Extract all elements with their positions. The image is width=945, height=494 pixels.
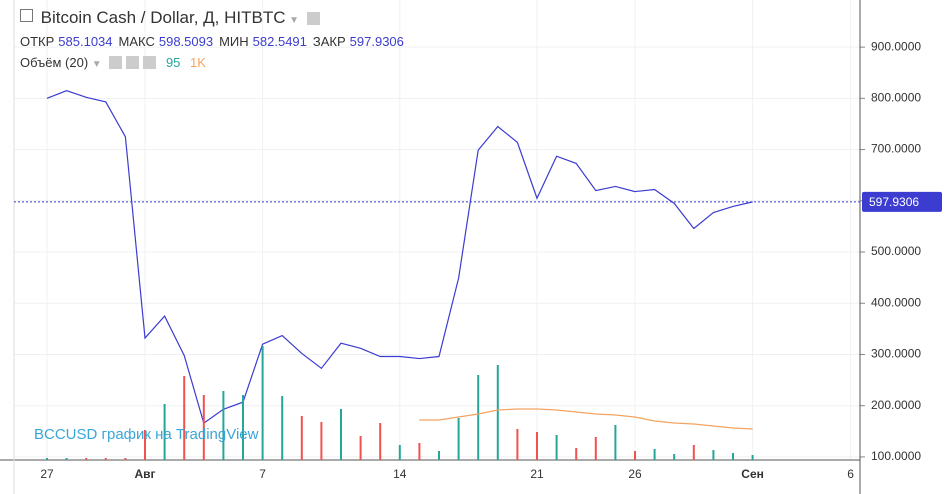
volume-bar (536, 432, 538, 460)
volume-bar (477, 375, 480, 460)
volume-bar (261, 346, 264, 460)
volume-bar (516, 429, 519, 460)
ohlc-value: 582.5491 (252, 34, 307, 49)
volume-bar (555, 435, 558, 460)
x-tick-label: 7 (259, 467, 266, 481)
volume-bar (320, 422, 323, 460)
volume-bar (242, 395, 244, 460)
settings-icon[interactable] (126, 56, 140, 69)
y-tick-label: 100.0000 (871, 449, 921, 463)
dropdown[interactable]: ▼ (91, 59, 102, 70)
ohlc-label: ОТКР (20, 34, 55, 49)
volume-bar (183, 376, 186, 460)
volume-bar (222, 391, 225, 460)
series-line (419, 408, 753, 430)
volume-bar (496, 365, 499, 460)
ohlc-label: ЗАКР (312, 34, 346, 49)
volume-bar (594, 437, 597, 460)
volume-bar (163, 404, 166, 460)
volume-ma-value: 1K (190, 55, 206, 70)
volume-bar (653, 449, 656, 460)
y-tick-label: 300.0000 (871, 347, 921, 361)
volume-bar (398, 445, 401, 460)
series-line (46, 90, 753, 425)
volume-bar (104, 458, 107, 460)
volume-bar (144, 430, 146, 460)
volume-bar (575, 448, 578, 460)
volume-label: Объём (20) (20, 55, 89, 70)
last-price-label: 597.9306 (869, 195, 919, 209)
volume-bar (712, 450, 715, 460)
y-tick-label: 500.0000 (871, 244, 921, 258)
x-tick-label: 26 (628, 467, 642, 481)
x-tick-label: 21 (530, 467, 544, 481)
volume-bar (281, 396, 284, 460)
legend: Bitcoin Cash / Dollar, Д, HITBTC ▼ ОТКР 5… (20, 8, 410, 70)
volume-bar (85, 458, 88, 460)
ohlc-row: ОТКР 585.1034 МАКС 598.5093 МИН 582.5491 ЗАКР 5… (20, 34, 410, 49)
dropdown[interactable]: ▼ (289, 15, 300, 26)
y-tick-label: 400.0000 (871, 295, 921, 309)
ohlc-label: МИН (219, 34, 249, 49)
ohlc-label: МАКС (118, 34, 155, 49)
y-tick-label: 700.0000 (871, 142, 921, 156)
last-price-box (862, 191, 942, 212)
volume-bar (673, 454, 676, 460)
x-tick-label: 14 (393, 467, 407, 481)
volume-bar (359, 436, 362, 460)
collapse-box[interactable] (20, 9, 33, 22)
y-tick-label: 200.0000 (871, 398, 921, 412)
volume-row: Объём (20) ▼ 95 1K (20, 55, 410, 70)
volume-bar (340, 409, 342, 460)
volume-bar (457, 418, 460, 460)
eye-icon[interactable] (306, 12, 320, 25)
volume-bar (751, 455, 754, 460)
volume-bar (732, 453, 734, 460)
x-tick-label: 27 (40, 467, 54, 481)
ohlc-value: 597.9306 (349, 34, 404, 49)
volume-value: 95 (165, 55, 181, 70)
volume-bar (634, 451, 636, 460)
y-tick-label: 800.0000 (871, 91, 921, 105)
volume-bar (300, 416, 303, 460)
watermark-link[interactable]: BCCUSD график на TradingView (34, 426, 259, 443)
volume-bar (614, 425, 617, 460)
volume-bar (46, 458, 48, 460)
x-tick-label: Авг (134, 467, 155, 481)
eye-icon[interactable] (109, 56, 123, 69)
volume-bar (65, 458, 68, 460)
title-row: Bitcoin Cash / Dollar, Д, HITBTC ▼ (20, 8, 410, 28)
volume-bar (438, 451, 440, 460)
x-tick-label: 6 (847, 467, 854, 481)
x-tick-label: Сен (741, 467, 764, 481)
chart-title: Bitcoin Cash / Dollar, Д, HITBTC (40, 8, 286, 27)
volume-bar (692, 445, 695, 460)
close-icon[interactable] (143, 56, 157, 69)
volume-bar (418, 443, 421, 460)
volume-bar (124, 458, 127, 460)
volume-bar (379, 423, 382, 460)
y-tick-label: 900.0000 (871, 39, 921, 53)
ohlc-value: 585.1034 (58, 34, 113, 49)
volume-bar (202, 395, 205, 460)
ohlc-value: 598.5093 (158, 34, 214, 49)
